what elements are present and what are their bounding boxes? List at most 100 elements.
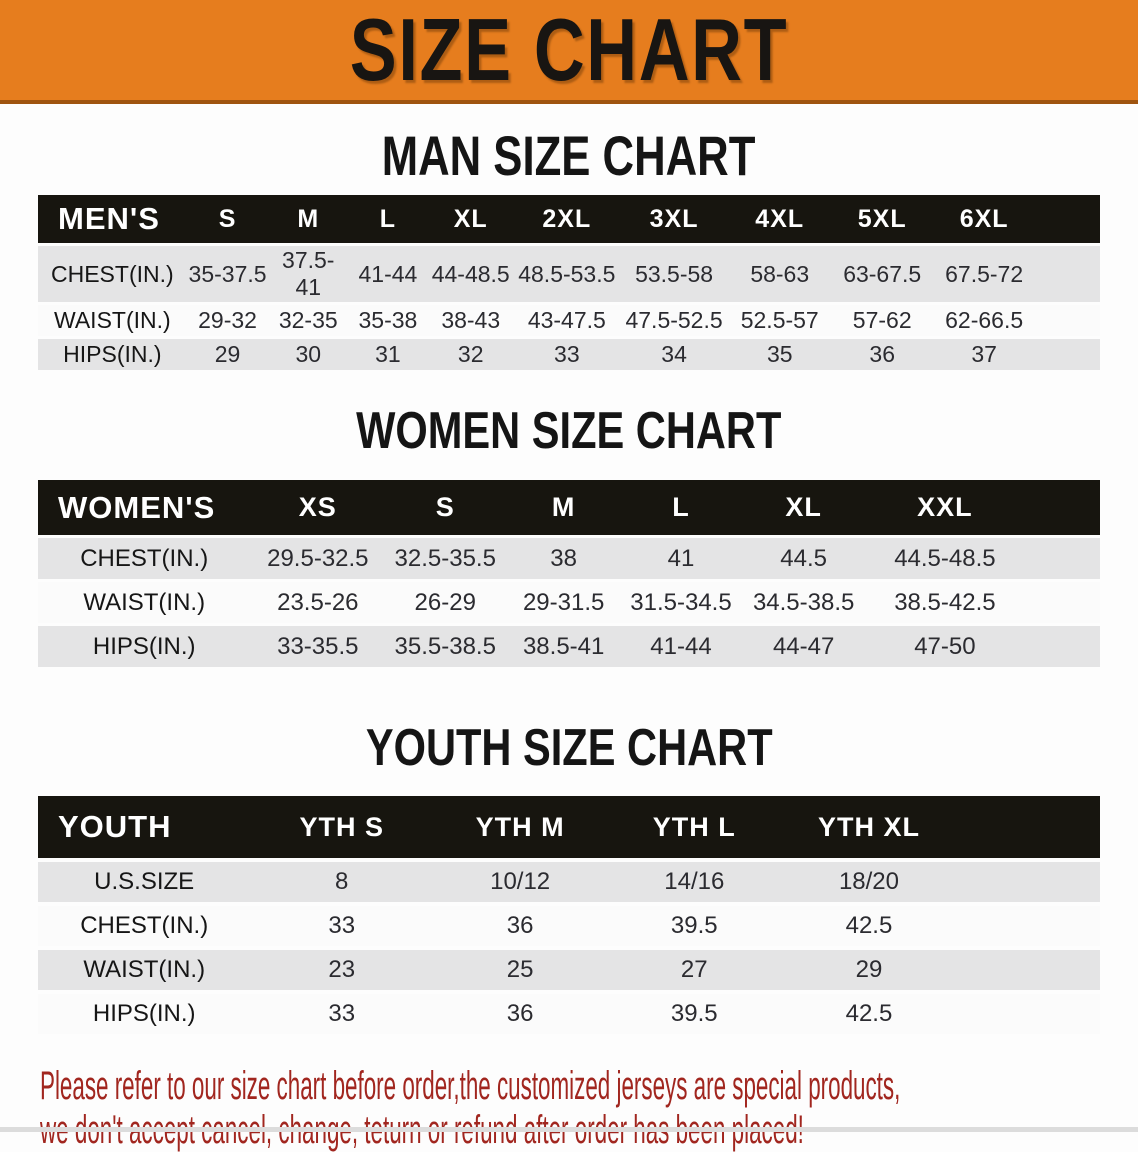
size-cell: 36 xyxy=(506,912,534,939)
size-column-header: 4XL xyxy=(755,204,805,233)
page-title: SIZE CHART xyxy=(349,0,789,99)
section-heading-women: WOMEN SIZE CHART xyxy=(0,405,1138,457)
size-column-header: XL xyxy=(453,204,488,233)
table-row: U.S.SIZE 8 10/12 14/16 18/20 xyxy=(38,862,1100,902)
size-cell: 35-38 xyxy=(358,307,418,333)
size-cell: 32-35 xyxy=(278,307,338,333)
size-cell: 35-37.5 xyxy=(188,260,267,287)
size-column-header: YTH M xyxy=(475,811,565,842)
size-cell: 41-44 xyxy=(650,632,712,660)
size-column-header: L xyxy=(672,492,690,522)
size-cell: 32 xyxy=(457,341,484,367)
size-column-header: 2XL xyxy=(542,204,592,233)
spacer-cell xyxy=(1035,246,1100,302)
size-cell: 39.5 xyxy=(670,1000,718,1027)
size-cell: 38.5-41 xyxy=(522,632,605,660)
table-corner-label: MEN'S xyxy=(58,201,160,236)
spacer-cell xyxy=(957,796,1100,858)
size-cell: 31 xyxy=(375,341,401,367)
size-column-header: L xyxy=(379,204,397,233)
table-row: WAIST(IN.) 29-32 32-35 35-38 38-43 43-47.5 47.… xyxy=(38,305,1100,336)
size-cell: 27 xyxy=(680,956,708,983)
size-cell: 43-47.5 xyxy=(527,307,606,333)
size-column-header: YTH XL xyxy=(817,811,920,842)
size-column-header: 3XL xyxy=(649,204,699,233)
row-label: WAIST(IN.) xyxy=(83,956,206,983)
header-row: WOMEN'S XS S M L XL XXL xyxy=(38,480,1100,535)
size-cell: 36 xyxy=(869,341,895,367)
spacer-cell xyxy=(1035,339,1100,370)
size-cell: 63-67.5 xyxy=(843,260,922,287)
row-label: HIPS(IN.) xyxy=(92,1000,196,1027)
size-cell: 36 xyxy=(506,1000,534,1027)
size-cell: 33 xyxy=(328,912,356,939)
size-cell: 39.5 xyxy=(670,912,718,939)
footer-strip xyxy=(0,1127,1138,1132)
men-size-table: MEN'S S M L XL 2XL 3XL 4XL 5XL 6XL CHEST(IN.) 35-3… xyxy=(38,192,1100,373)
size-cell: 33 xyxy=(554,341,580,367)
header-row: YOUTH YTH S YTH M YTH L YTH XL xyxy=(38,796,1100,858)
size-cell: 47-50 xyxy=(914,632,976,660)
spacer-cell xyxy=(957,906,1100,946)
size-cell: 30 xyxy=(295,341,322,367)
size-cell: 47.5-52.5 xyxy=(625,307,723,333)
table-row: CHEST(IN.) 33 36 39.5 42.5 xyxy=(38,906,1100,946)
size-column-header: XL xyxy=(785,492,822,522)
size-column-header: S xyxy=(218,204,237,233)
size-cell: 31.5-34.5 xyxy=(630,588,732,616)
table-row: HIPS(IN.) 33-35.5 35.5-38.5 38.5-41 41-44 44-… xyxy=(38,626,1100,667)
size-cell: 44-47 xyxy=(772,632,835,660)
table-row: HIPS(IN.) 33 36 39.5 42.5 xyxy=(38,994,1100,1034)
size-cell: 53.5-58 xyxy=(635,260,714,287)
size-cell: 29 xyxy=(214,341,241,367)
size-cell: 44.5 xyxy=(780,544,828,572)
size-cell: 33 xyxy=(328,1000,356,1027)
table-corner-label: WOMEN'S xyxy=(58,489,216,525)
size-cell: 58-63 xyxy=(750,260,810,287)
header-row: MEN'S S M L XL 2XL 3XL 4XL 5XL 6XL xyxy=(38,195,1100,243)
spacer-cell xyxy=(1035,195,1100,243)
row-label: U.S.SIZE xyxy=(94,868,195,895)
size-cell: 62-66.5 xyxy=(945,307,1024,333)
row-label: WAIST(IN.) xyxy=(53,307,171,333)
row-label: CHEST(IN.) xyxy=(51,260,174,287)
size-cell: 8 xyxy=(335,868,349,895)
row-label: WAIST(IN.) xyxy=(83,588,206,616)
section-heading-men: MAN SIZE CHART xyxy=(0,128,1138,184)
size-column-header: YTH S xyxy=(299,811,384,842)
spacer-cell xyxy=(1022,480,1100,535)
spacer-cell xyxy=(1022,582,1100,623)
size-cell: 33-35.5 xyxy=(277,632,359,660)
youth-size-table: YOUTH YTH S YTH M YTH L YTH XL U.S.SIZE 8 10/1… xyxy=(38,792,1100,1038)
size-cell: 34.5-38.5 xyxy=(752,588,855,616)
size-cell: 26-29 xyxy=(414,588,476,616)
size-column-header: M xyxy=(551,492,576,522)
section-heading-youth: YOUTH SIZE CHART xyxy=(0,722,1138,774)
size-cell: 23.5-26 xyxy=(277,588,359,616)
size-cell: 38 xyxy=(550,544,577,572)
size-cell: 67.5-72 xyxy=(945,260,1024,287)
size-cell: 41 xyxy=(667,544,695,572)
size-column-header: XXL xyxy=(917,492,973,522)
size-cell: 44.5-48.5 xyxy=(894,544,996,572)
size-cell: 42.5 xyxy=(845,1000,893,1027)
size-cell: 37.5-41 xyxy=(282,247,335,300)
size-cell: 23 xyxy=(328,956,356,983)
spacer-cell xyxy=(1022,538,1100,579)
size-cell: 35.5-38.5 xyxy=(394,632,496,660)
table-row: CHEST(IN.) 29.5-32.5 32.5-35.5 38 41 44.5 44.5… xyxy=(38,538,1100,579)
spacer-cell xyxy=(1035,305,1100,336)
men-heading-text: MAN SIZE CHART xyxy=(382,124,756,187)
table-corner-label: YOUTH xyxy=(58,809,172,844)
women-size-table: WOMEN'S XS S M L XL XXL CHEST(IN.) 29.5-32.5 32.… xyxy=(38,477,1100,670)
size-cell: 44-48.5 xyxy=(431,260,510,287)
size-column-header: M xyxy=(297,204,320,233)
size-cell: 57-62 xyxy=(852,307,912,333)
banner: SIZE CHART xyxy=(0,0,1138,104)
size-cell: 29-32 xyxy=(198,307,257,333)
row-label: HIPS(IN.) xyxy=(63,341,162,367)
size-cell: 42.5 xyxy=(845,912,893,939)
women-heading-text: WOMEN SIZE CHART xyxy=(356,402,782,460)
size-column-header: S xyxy=(435,492,455,522)
